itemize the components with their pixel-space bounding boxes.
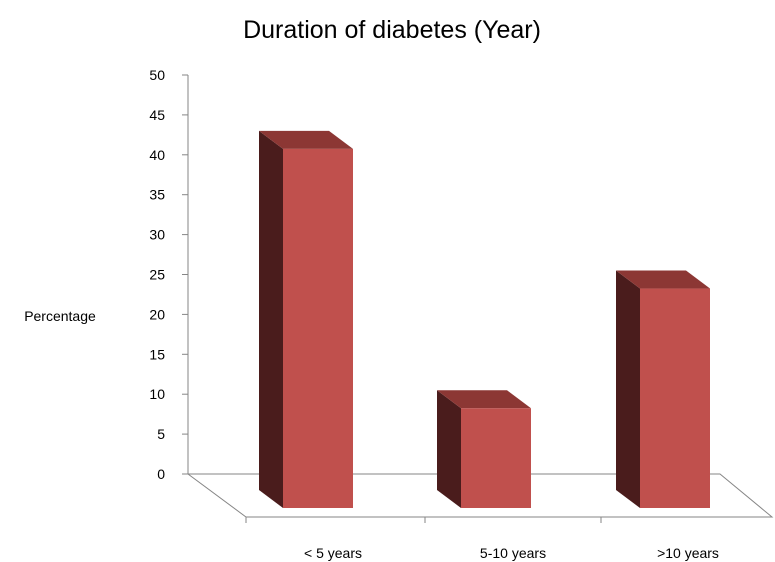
y-tick-label: 20	[149, 306, 165, 322]
bar-front	[461, 408, 531, 508]
y-tick-label: 45	[149, 107, 165, 123]
bar-1	[259, 130, 353, 508]
y-tick-label: 25	[149, 267, 165, 283]
bar-top	[616, 270, 710, 289]
y-tick-label: 5	[157, 426, 165, 442]
bar-side	[259, 130, 283, 508]
bar-2	[437, 390, 531, 508]
x-category-label: >10 years	[657, 545, 719, 561]
y-axis-label: Percentage	[24, 308, 96, 324]
floor	[186, 473, 774, 518]
bar-top	[259, 130, 353, 149]
bar-front	[640, 288, 710, 508]
y-tick-label: 0	[157, 466, 165, 482]
chart-title: Duration of diabetes (Year)	[243, 16, 541, 44]
bar-side	[437, 390, 461, 508]
x-category-label: < 5 years	[304, 545, 362, 561]
y-tick-label: 10	[149, 386, 165, 402]
y-tick-label: 50	[149, 67, 165, 83]
y-tick-label: 30	[149, 227, 165, 243]
bar-side	[616, 270, 640, 508]
y-tick-label: 15	[149, 346, 165, 362]
bar-front	[283, 148, 353, 508]
y-tick-label: 35	[149, 187, 165, 203]
bar-top	[437, 390, 531, 409]
y-tick-label: 40	[149, 147, 165, 163]
bar-3	[616, 270, 710, 508]
x-category-label: 5-10 years	[480, 545, 546, 561]
